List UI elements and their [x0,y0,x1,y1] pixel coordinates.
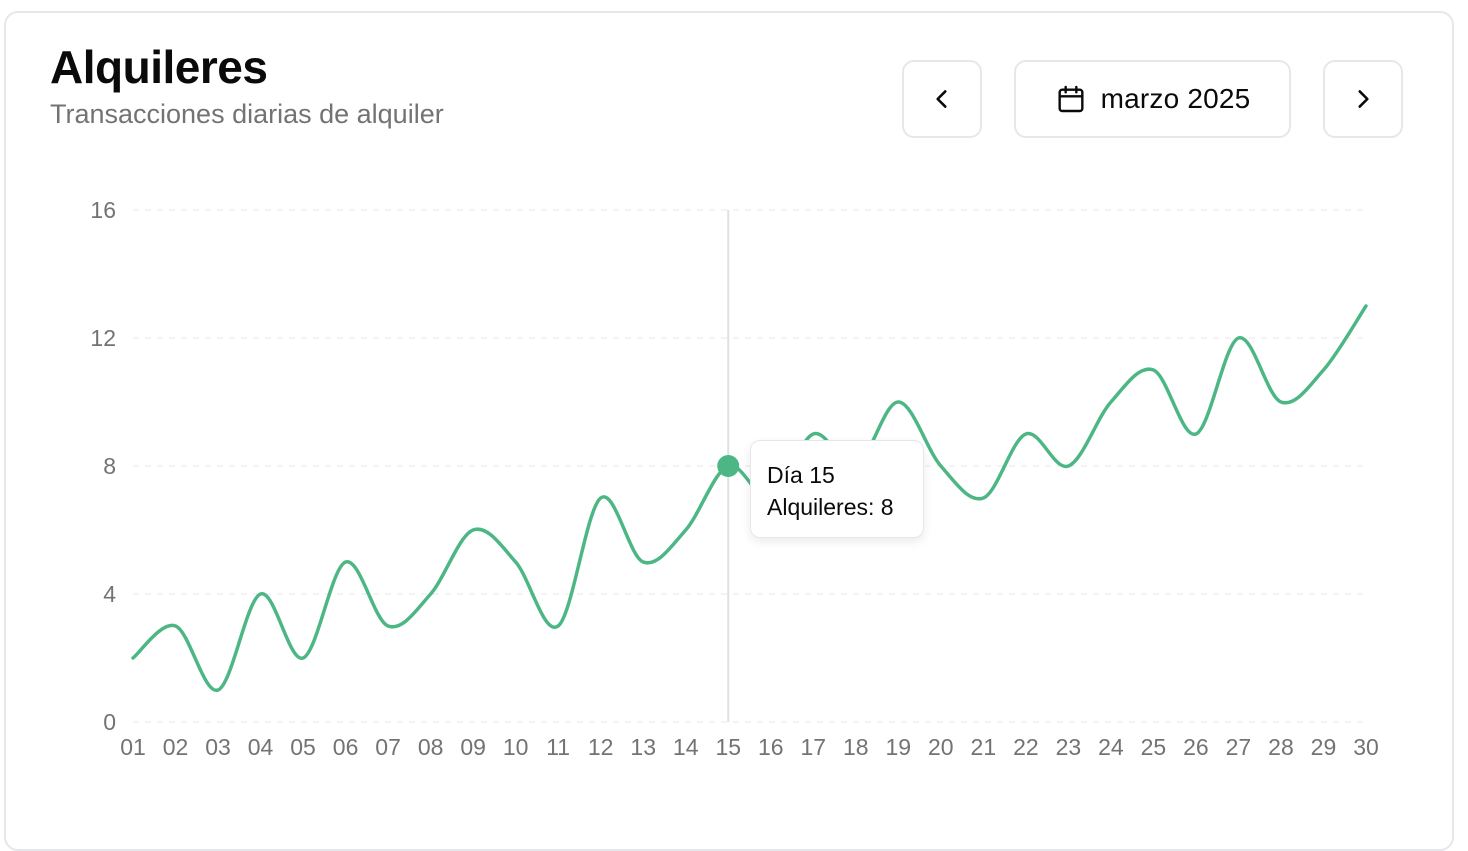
x-tick-label: 18 [843,734,869,760]
page-title: Alquileres [50,41,268,93]
data-point[interactable] [1143,360,1163,380]
data-point[interactable] [591,488,611,508]
x-tick-label: 16 [758,734,784,760]
x-tick-label: 11 [546,734,570,760]
data-point[interactable] [506,552,526,572]
x-tick-label: 26 [1183,734,1209,760]
data-point[interactable] [1016,424,1036,444]
next-month-button[interactable] [1323,60,1403,138]
data-point[interactable] [251,584,271,604]
data-point[interactable] [1313,360,1333,380]
data-point[interactable] [1186,424,1206,444]
data-point[interactable] [166,616,186,636]
data-point[interactable] [1228,328,1248,348]
data-point[interactable] [421,584,441,604]
x-tick-label: 12 [588,734,614,760]
x-tick-label: 27 [1226,734,1252,760]
y-tick-label: 0 [103,709,116,735]
y-axis-ticks: 0 4 8 12 16 [90,197,116,735]
data-point[interactable] [463,520,483,540]
x-tick-label: 04 [248,734,274,760]
x-tick-label: 20 [928,734,954,760]
x-tick-label: 29 [1311,734,1337,760]
chevron-right-icon [1350,86,1376,112]
x-tick-label: 13 [630,734,656,760]
tooltip-series-label: Alquileres: [767,494,875,520]
x-tick-label: 09 [460,734,486,760]
active-point-dot [717,455,740,477]
previous-month-button[interactable] [902,60,982,138]
x-tick-label: 30 [1353,734,1379,760]
data-point[interactable] [1058,456,1078,476]
data-point[interactable] [931,456,951,476]
x-tick-label: 21 [971,734,997,760]
data-point[interactable] [548,616,568,636]
y-tick-label: 8 [103,453,116,479]
data-point[interactable] [293,648,313,668]
data-point[interactable] [973,488,993,508]
page-subtitle: Transacciones diarias de alquiler [50,99,444,129]
x-tick-label: 23 [1056,734,1082,760]
x-tick-label: 22 [1013,734,1039,760]
x-tick-label: 17 [800,734,826,760]
data-point[interactable] [1356,296,1376,316]
month-picker-button[interactable]: marzo 2025 [1014,60,1291,138]
y-tick-label: 4 [103,581,116,607]
grid-lines [133,209,1366,723]
x-tick-label: 15 [715,734,741,760]
data-point[interactable] [123,648,143,668]
data-point[interactable] [676,520,696,540]
x-tick-label: 05 [290,734,316,760]
data-point[interactable] [888,392,908,412]
tooltip-day: Día 15 [767,459,923,491]
chevron-left-icon [929,86,955,112]
month-label: marzo 2025 [1100,83,1251,114]
chart-tooltip: Día 15 Alquileres: 8 [750,440,924,538]
x-tick-label: 01 [120,734,146,760]
tooltip-day-label: Día [767,462,803,488]
x-tick-label: 06 [333,734,359,760]
data-point[interactable] [208,680,228,700]
tooltip-day-value: 15 [809,462,835,488]
x-axis-ticks: 01 02 03 04 05 06 07 08 09 10 11 12 13 14 15 16 17 18 19 20… [120,734,1379,760]
x-tick-label: 24 [1098,734,1124,760]
x-tick-label: 28 [1268,734,1294,760]
y-tick-label: 12 [90,325,116,351]
data-point[interactable] [1271,392,1291,412]
tooltip-value: Alquileres: 8 [767,491,923,523]
x-tick-label: 07 [375,734,401,760]
x-tick-label: 08 [418,734,444,760]
x-tick-label: 14 [673,734,699,760]
y-tick-label: 16 [90,197,116,223]
data-point[interactable] [1101,392,1121,412]
x-tick-label: 10 [503,734,529,760]
calendar-icon [1055,83,1087,115]
data-point[interactable] [336,552,356,572]
data-point[interactable] [633,552,653,572]
x-tick-label: 19 [886,734,912,760]
data-point[interactable] [378,616,398,636]
x-tick-label: 02 [163,734,189,760]
x-tick-label: 03 [205,734,231,760]
x-tick-label: 25 [1141,734,1167,760]
tooltip-series-value: 8 [880,494,894,520]
